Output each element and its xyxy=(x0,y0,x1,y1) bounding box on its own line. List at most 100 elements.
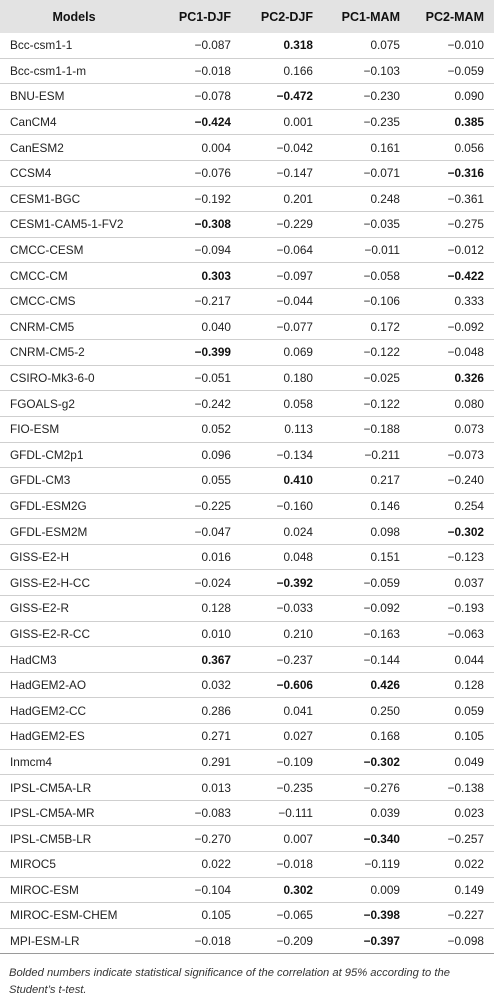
pc1-mam-cell: −0.092 xyxy=(323,595,410,622)
table-row: CSIRO-Mk3-6-0 −0.051 0.180 −0.025 0.326 xyxy=(0,365,494,392)
pc2-mam-cell: 0.044 xyxy=(410,646,494,673)
pc1-mam-cell: 0.098 xyxy=(323,518,410,545)
pc2-djf-cell: 0.048 xyxy=(241,544,323,571)
pc1-djf-cell: −0.018 xyxy=(148,928,241,955)
header-pc2-djf: PC2-DJF xyxy=(241,0,323,33)
model-name-cell: MIROC-ESM-CHEM xyxy=(0,902,148,929)
pc2-djf-cell: −0.064 xyxy=(241,237,323,264)
pc1-djf-cell: 0.286 xyxy=(148,697,241,725)
table-footnote: Bolded numbers indicate statistical sign… xyxy=(9,967,450,997)
pc1-mam-cell: −0.058 xyxy=(323,262,410,289)
pc2-mam-cell: 0.333 xyxy=(410,288,494,315)
pc1-mam-cell: 0.250 xyxy=(323,697,410,725)
pc1-djf-cell: 0.032 xyxy=(148,672,241,699)
pc1-mam-cell: −0.235 xyxy=(323,109,410,136)
model-name-cell: CNRM-CM5 xyxy=(0,314,148,341)
pc2-mam-cell: −0.010 xyxy=(410,33,494,59)
pc1-mam-cell: 0.161 xyxy=(323,134,410,161)
pc2-djf-cell: 0.001 xyxy=(241,109,323,136)
pc1-djf-cell: −0.192 xyxy=(148,186,241,213)
table-row: IPSL-CM5B-LR −0.270 0.007 −0.340 −0.257 xyxy=(0,825,494,852)
model-name-cell: GFDL-CM2p1 xyxy=(0,442,148,469)
model-name-cell: Bcc-csm1-1 xyxy=(0,33,148,59)
pc1-mam-cell: −0.122 xyxy=(323,339,410,366)
pc2-mam-cell: 0.090 xyxy=(410,83,494,110)
pc1-djf-cell: 0.291 xyxy=(148,749,241,776)
pc2-djf-cell: 0.166 xyxy=(241,58,323,85)
model-name-cell: CSIRO-Mk3-6-0 xyxy=(0,365,148,392)
table-body: Bcc-csm1-1 −0.087 0.318 0.075 −0.010 Bcc-csm1… xyxy=(0,33,494,955)
pc2-mam-cell: −0.059 xyxy=(410,58,494,85)
table-row: HadGEM2-ES 0.271 0.027 0.168 0.105 xyxy=(0,723,494,750)
model-name-cell: IPSL-CM5B-LR xyxy=(0,825,148,852)
pc1-djf-cell: 0.367 xyxy=(148,646,241,673)
pc2-djf-cell: 0.024 xyxy=(241,518,323,545)
table-row: CanCM4 −0.424 0.001 −0.235 0.385 xyxy=(0,109,494,136)
table-row: CMCC-CMS −0.217 −0.044 −0.106 0.333 xyxy=(0,288,494,315)
header-pc1-mam: PC1-MAM xyxy=(323,0,410,33)
table-row: GISS-E2-R-CC 0.010 0.210 −0.163 −0.063 xyxy=(0,621,494,648)
pc1-djf-cell: 0.096 xyxy=(148,442,241,469)
pc1-mam-cell: −0.103 xyxy=(323,58,410,85)
pc1-djf-cell: −0.078 xyxy=(148,83,241,110)
pc2-djf-cell: −0.472 xyxy=(241,83,323,110)
model-name-cell: CNRM-CM5-2 xyxy=(0,339,148,366)
pc1-mam-cell: 0.039 xyxy=(323,800,410,827)
pc2-djf-cell: −0.097 xyxy=(241,262,323,289)
table-row: MIROC-ESM −0.104 0.302 0.009 0.149 xyxy=(0,877,494,904)
pc2-djf-cell: 0.041 xyxy=(241,697,323,725)
model-name-cell: CCSM4 xyxy=(0,160,148,187)
pc2-djf-cell: −0.392 xyxy=(241,569,323,597)
table-row: MIROC5 0.022 −0.018 −0.119 0.022 xyxy=(0,851,494,878)
pc1-mam-cell: 0.146 xyxy=(323,493,410,520)
model-name-cell: GISS-E2-R xyxy=(0,595,148,622)
pc2-mam-cell: 0.385 xyxy=(410,109,494,136)
pc1-djf-cell: −0.217 xyxy=(148,288,241,315)
pc2-djf-cell: 0.027 xyxy=(241,723,323,750)
table-row: Inmcm4 0.291 −0.109 −0.302 0.049 xyxy=(0,749,494,776)
pc1-djf-cell: 0.055 xyxy=(148,467,241,494)
pc2-mam-cell: −0.275 xyxy=(410,211,494,238)
model-name-cell: HadGEM2-AO xyxy=(0,672,148,699)
table-row: Bcc-csm1-1-m −0.018 0.166 −0.103 −0.059 xyxy=(0,58,494,85)
pc2-mam-cell: 0.056 xyxy=(410,134,494,161)
pc1-djf-cell: −0.270 xyxy=(148,825,241,852)
pc1-djf-cell: 0.303 xyxy=(148,262,241,289)
model-name-cell: GFDL-ESM2G xyxy=(0,493,148,520)
pc2-mam-cell: −0.123 xyxy=(410,544,494,571)
pc1-djf-cell: −0.424 xyxy=(148,109,241,136)
model-name-cell: CanCM4 xyxy=(0,109,148,136)
pc1-mam-cell: −0.122 xyxy=(323,390,410,417)
pc1-djf-cell: −0.094 xyxy=(148,237,241,264)
pc2-mam-cell: −0.012 xyxy=(410,237,494,264)
pc1-djf-cell: 0.004 xyxy=(148,134,241,161)
model-name-cell: BNU-ESM xyxy=(0,83,148,110)
pc2-mam-cell: 0.128 xyxy=(410,672,494,699)
table-row: IPSL-CM5A-MR −0.083 −0.111 0.039 0.023 xyxy=(0,800,494,827)
pc2-djf-cell: 0.113 xyxy=(241,416,323,443)
model-name-cell: CanESM2 xyxy=(0,134,148,161)
pc2-djf-cell: 0.069 xyxy=(241,339,323,366)
pc2-mam-cell: −0.073 xyxy=(410,442,494,469)
table-row: CanESM2 0.004 −0.042 0.161 0.056 xyxy=(0,134,494,161)
pc2-djf-cell: −0.109 xyxy=(241,749,323,776)
table-row: GISS-E2-H 0.016 0.048 0.151 −0.123 xyxy=(0,544,494,571)
pc1-mam-cell: −0.119 xyxy=(323,851,410,878)
model-name-cell: HadCM3 xyxy=(0,646,148,673)
model-name-cell: HadGEM2-CC xyxy=(0,697,148,725)
pc2-djf-cell: −0.606 xyxy=(241,672,323,699)
model-name-cell: CMCC-CESM xyxy=(0,237,148,264)
pc1-mam-cell: 0.075 xyxy=(323,33,410,59)
pc1-djf-cell: 0.271 xyxy=(148,723,241,750)
pc1-djf-cell: −0.018 xyxy=(148,58,241,85)
pc1-djf-cell: 0.040 xyxy=(148,314,241,341)
pc1-mam-cell: 0.151 xyxy=(323,544,410,571)
pc2-djf-cell: 0.180 xyxy=(241,365,323,392)
model-name-cell: GISS-E2-R-CC xyxy=(0,621,148,648)
model-name-cell: MIROC-ESM xyxy=(0,877,148,904)
pc1-djf-cell: −0.242 xyxy=(148,390,241,417)
pc1-mam-cell: −0.025 xyxy=(323,365,410,392)
table-row: CESM1-CAM5-1-FV2 −0.308 −0.229 −0.035 −0.275 xyxy=(0,211,494,238)
pc1-mam-cell: −0.163 xyxy=(323,621,410,648)
